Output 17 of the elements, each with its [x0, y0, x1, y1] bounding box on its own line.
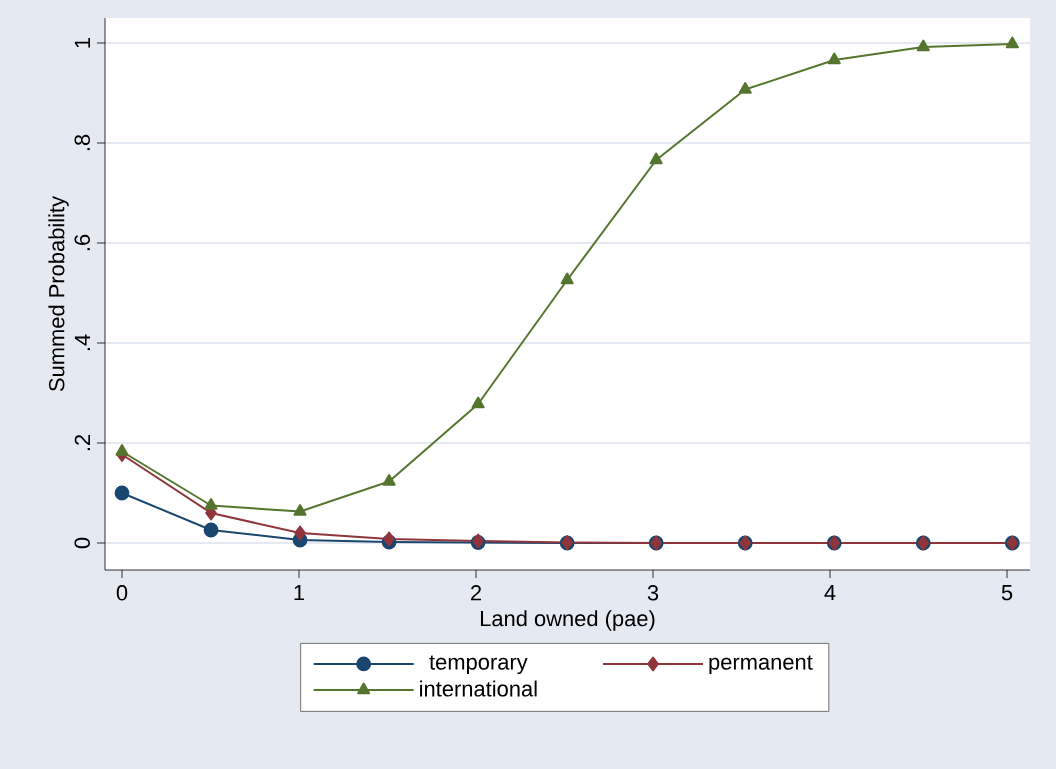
y-tick-label: 1 — [74, 37, 90, 48]
legend-label: international — [420, 680, 537, 697]
y-tick-label: 0 — [74, 537, 90, 549]
x-tick-label: 5 — [1001, 585, 1013, 601]
x-tick-label: 3 — [647, 585, 659, 601]
legend-label: temporary — [429, 655, 528, 675]
y-tick-label: .4 — [74, 334, 90, 351]
x-tick-label: 2 — [471, 585, 482, 601]
x-tick-label: 4 — [824, 585, 836, 601]
x-tick-label: 0 — [116, 585, 128, 601]
legend-label: permanent — [709, 655, 813, 675]
x-axis-title: Land owned (pae) — [480, 610, 655, 631]
y-axis-title: Summed Probability — [48, 196, 69, 392]
y-tick-label: .2 — [74, 434, 90, 451]
x-tick-label: 1 — [294, 585, 305, 601]
y-tick-label: .6 — [74, 234, 90, 251]
y-tick-label: .8 — [74, 134, 90, 151]
